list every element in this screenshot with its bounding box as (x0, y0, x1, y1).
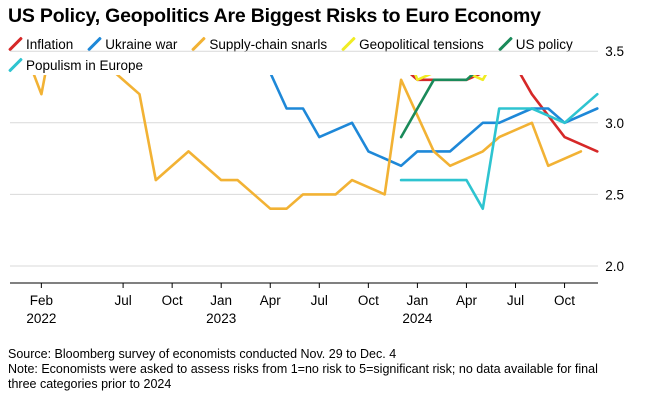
x-tick-label: Oct (358, 293, 379, 308)
series-line-populism-in-europe (399, 92, 599, 210)
x-tick-label: Apr (456, 293, 478, 308)
legend-item: US policy (498, 35, 573, 54)
legend-label: Inflation (26, 37, 74, 52)
x-tick-label: Jan (210, 293, 232, 308)
series-line-supply-chain-snarls (32, 75, 583, 210)
x-tick-label: Jul (114, 293, 131, 308)
legend-label: Populism in Europe (26, 58, 144, 73)
x-tick-label: Feb (30, 293, 53, 308)
y-tick-label: 3.5 (605, 44, 624, 59)
legend-item: Ukraine war (87, 35, 177, 54)
y-tick-label: 3.0 (605, 116, 624, 131)
legend-item: Populism in Europe (8, 56, 143, 75)
legend-label: US policy (515, 37, 573, 52)
series-line-inflation (409, 75, 599, 153)
y-tick-label: 2.5 (605, 187, 624, 202)
legend-label: Supply-chain snarls (209, 37, 328, 52)
chart-title: US Policy, Geopolitics Are Biggest Risks… (8, 5, 541, 27)
line-chart: 2.02.53.03.54.04.5 pointsFeb2022JulOctJa… (10, 44, 624, 326)
legend-item: Inflation (8, 35, 73, 54)
x-tick-label: Jul (507, 293, 524, 308)
x-year-label: 2023 (206, 311, 236, 326)
legend-item: Geopolitical tensions (341, 35, 484, 54)
source-note: Source: Bloomberg survey of economists c… (8, 347, 648, 392)
series-line-geopolitical-tensions (414, 75, 488, 82)
x-tick-label: Oct (554, 293, 575, 308)
legend-label: Ukraine war (105, 37, 178, 52)
source-line: Source: Bloomberg survey of economists c… (8, 347, 397, 361)
note-line-continued: three categories prior to 2024 (8, 377, 172, 391)
series-line-ukraine-war (269, 75, 599, 168)
x-tick-label: Jul (311, 293, 328, 308)
x-tick-label: Apr (260, 293, 282, 308)
legend-item: Supply-chain snarls (191, 35, 327, 54)
x-tick-label: Jan (407, 293, 429, 308)
note-line: Note: Economists were asked to assess ri… (8, 362, 598, 376)
x-tick-label: Oct (162, 293, 183, 308)
series-line-us-policy (399, 75, 474, 139)
legend-label: Geopolitical tensions (359, 37, 484, 52)
legend: Inflation Ukraine war Supply-chain snarls G… (8, 35, 648, 77)
y-tick-label: 2.0 (605, 259, 624, 274)
x-year-label: 2024 (402, 311, 433, 326)
x-year-label: 2022 (26, 311, 56, 326)
